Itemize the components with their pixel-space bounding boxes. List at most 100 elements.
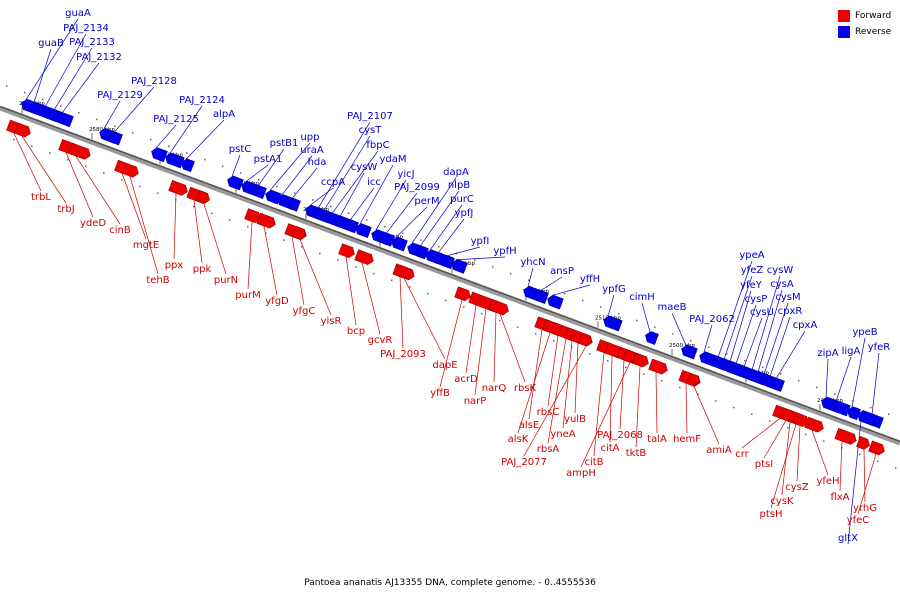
leader-line — [129, 176, 159, 275]
leader-line — [291, 236, 305, 306]
gene-label-yffh: yffH — [580, 274, 600, 285]
leader-line — [13, 133, 42, 192]
leader-line — [835, 356, 852, 402]
gene-yisr — [292, 226, 306, 240]
gene-label-paj-2129: PAJ_2129 — [97, 90, 143, 101]
leader-line — [375, 179, 407, 231]
leader-line — [825, 358, 829, 398]
gene-label-mgte: mgtE — [133, 240, 159, 251]
gene-purn — [196, 190, 210, 205]
gene-label-alse: alsE — [519, 420, 539, 431]
gene-amia — [686, 372, 700, 387]
gene-label-dapa: dapA — [443, 167, 469, 178]
legend-forward-label: Forward — [855, 11, 892, 21]
gene-ypfh — [451, 259, 468, 274]
gene-label-fbpc: fbpC — [366, 140, 389, 151]
gene-label-amph: ampH — [566, 468, 596, 479]
leader-line — [685, 383, 688, 434]
gene-label-narp: narP — [464, 396, 487, 407]
gene-label-gltx: gltX — [838, 533, 858, 544]
leader-line — [851, 337, 866, 408]
leader-line — [655, 372, 658, 434]
gene-label-cysa: cysA — [770, 279, 794, 290]
leader-line — [429, 204, 463, 251]
gene-label-cinb: cinB — [109, 225, 131, 236]
gene-label-yhcn: yhcN — [520, 257, 545, 268]
leader-line — [751, 275, 781, 371]
scale-tick: 2500 kbp — [669, 343, 695, 356]
gene-label-gcvr: gcvR — [368, 335, 393, 346]
leader-line — [523, 345, 587, 457]
gene-yffb — [454, 286, 471, 302]
leader-line — [193, 200, 203, 264]
leader-line — [763, 302, 789, 375]
leader-line — [439, 299, 463, 388]
leader-line — [757, 289, 783, 373]
leader-line — [465, 305, 477, 374]
gene-label-ppx: ppx — [165, 260, 184, 271]
leader-line — [121, 173, 147, 240]
leader-line — [53, 47, 93, 111]
scale-tick-label: 2500 kbp — [669, 343, 695, 349]
gene-label-paj-2132: PAJ_2132 — [76, 52, 122, 63]
leader-line — [395, 206, 428, 238]
leader-line — [61, 62, 100, 114]
gene-amph — [622, 348, 636, 363]
gene-label-uraa: uraA — [300, 145, 324, 156]
leader-line — [499, 313, 526, 383]
gene-yfeh — [804, 416, 824, 433]
gene-label-liga: ligA — [842, 346, 861, 357]
gene-label-ypeb: ypeB — [852, 327, 877, 338]
leader-line — [291, 167, 318, 199]
gene-bcp — [338, 243, 355, 259]
gene-label-psta1: pstA1 — [254, 154, 283, 165]
leader-line — [25, 18, 79, 100]
gene-label-yfeh: yfeH — [816, 476, 839, 487]
legend-forward: Forward — [838, 8, 891, 24]
genome-axis — [0, 105, 900, 446]
gene-label-alpa: alpA — [213, 109, 235, 120]
gene-label-upp: upp — [300, 132, 319, 143]
gene-label-yulb: yulB — [564, 414, 586, 425]
gene-label-tktb: tktB — [626, 448, 647, 459]
gene-maeb — [681, 344, 698, 360]
leader-line — [65, 152, 94, 218]
gene-label-perm: perM — [414, 196, 439, 207]
gene-label-nlpb: nlpB — [448, 180, 470, 191]
leader-line — [547, 335, 559, 407]
gene-label-hda: hda — [308, 157, 327, 168]
leader-line — [21, 135, 67, 204]
leader-line — [299, 239, 332, 316]
leader-line — [399, 276, 404, 349]
gene-label-zipa: zipA — [817, 348, 838, 359]
leader-line — [173, 193, 177, 260]
gene-label-ptsi: ptsI — [755, 459, 773, 470]
leader-line — [729, 290, 752, 362]
gene-label-bcp: bcp — [347, 326, 365, 337]
gene-label-yisr: yisR — [321, 316, 342, 327]
leader-line — [113, 86, 155, 133]
gene-label-tala: talA — [647, 434, 667, 445]
gene-label-paj-2128: PAJ_2128 — [131, 76, 177, 87]
leader-line — [775, 330, 806, 380]
gene-label-cpxr: cpxR — [778, 306, 803, 317]
gene-perm — [391, 236, 408, 252]
leader-line — [528, 329, 543, 420]
gene-pstc — [227, 175, 244, 191]
gene-label-flxa: flxA — [830, 492, 849, 503]
gene-yrhg — [856, 436, 870, 450]
gene-tala — [648, 358, 668, 375]
leader-line — [155, 124, 177, 149]
leader-line — [403, 278, 446, 360]
leader-line — [539, 276, 563, 292]
gene-cinb — [68, 142, 91, 160]
leader-line — [735, 304, 757, 365]
gene-cimh — [645, 331, 659, 345]
leader-line — [103, 100, 121, 129]
gene-label-rbsk: rbsK — [514, 383, 537, 394]
leader-line — [437, 218, 465, 254]
gene-label-trbj: trbJ — [57, 204, 74, 215]
leader-line — [474, 308, 487, 396]
leader-line — [562, 340, 573, 429]
